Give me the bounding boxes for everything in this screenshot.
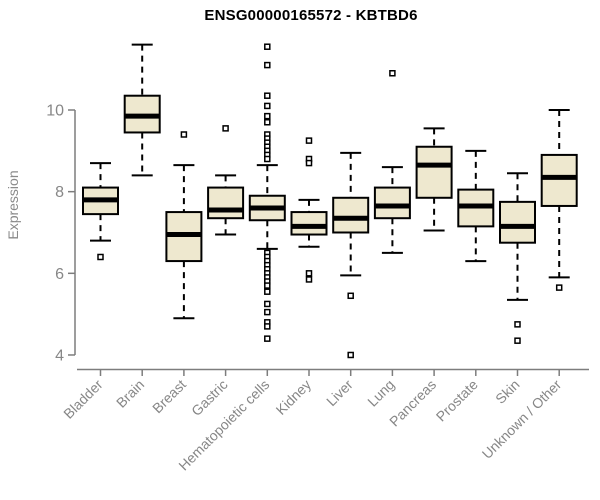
outlier-point [305,137,313,144]
x-axis-label: Brain [113,376,147,410]
outlier-point [347,351,354,359]
box-kidney [290,137,328,283]
outlier-point [264,92,271,99]
x-axis-label: Prostate [433,376,481,424]
outlier-point [264,102,271,110]
outlier-point [555,284,563,291]
outlier-point [264,288,271,295]
y-tick-label: 8 [55,184,64,201]
y-tick-label: 4 [55,347,64,364]
iqr-box [207,186,245,220]
outlier-point [514,337,521,344]
box-unknown-other [540,109,578,291]
x-axis-label: Lung [364,376,397,409]
outlier-point [305,276,313,283]
iqr-box [499,200,536,244]
outlier-point [222,125,229,132]
x-axis-label: Liver [323,376,356,409]
box-pancreas [415,127,453,232]
outlier-point [305,270,313,277]
iqr-box [332,196,370,234]
x-axis-label: Unknown / Other [479,376,565,462]
box-gastric [207,125,245,236]
outlier-point [264,300,271,308]
outlier-point [305,159,313,167]
outlier-point [264,112,271,120]
outlier-point [347,292,354,300]
outlier-point [264,118,271,126]
outlier-point [180,131,188,138]
box-liver [332,151,370,359]
outlier-point [264,282,271,289]
outlier-point [389,70,396,77]
y-tick-label: 10 [46,103,64,120]
iqr-box [290,211,328,236]
x-axis-label: Kidney [273,376,315,418]
box-breast [165,131,203,320]
box-bladder [82,162,119,261]
outlier-point [264,43,271,50]
x-axis-label: Bladder [60,376,106,422]
outlier-point [264,155,271,163]
box-brain [123,43,161,177]
outlier-point [264,308,271,316]
iqr-box [415,145,453,199]
box-prostate [457,149,495,263]
box-lung [373,70,411,254]
y-tick-label: 6 [55,266,64,283]
box-hematopoietic-cells [248,43,286,342]
outlier-point [264,61,271,69]
outlier-point [514,321,521,328]
iqr-box [373,186,411,220]
x-axis-label: Breast [149,376,189,416]
outlier-point [264,335,271,342]
outlier-point [97,253,104,261]
box-skin [499,172,536,344]
x-axis-label: Skin [492,376,523,407]
outlier-point [264,323,271,330]
chart-title: ENSG00000165572 - KBTBD6 [204,7,418,24]
iqr-box [540,153,578,207]
